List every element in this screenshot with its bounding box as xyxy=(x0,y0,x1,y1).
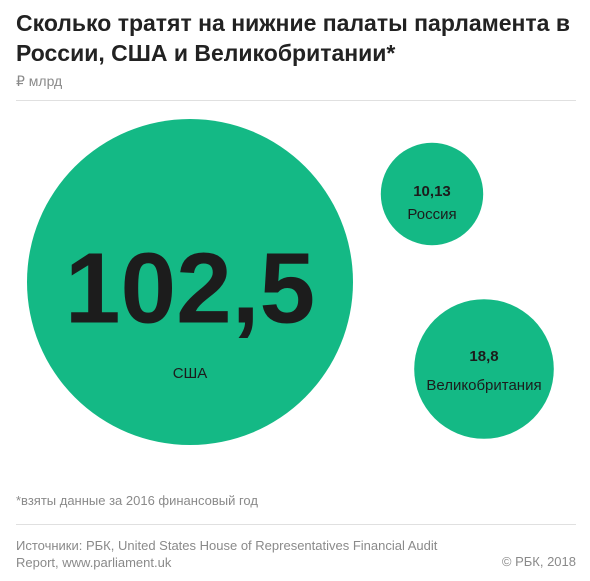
bubble-великобритания xyxy=(414,299,554,439)
chart-title: Сколько тратят на нижние палаты парламен… xyxy=(16,10,570,66)
bottom-divider xyxy=(16,524,576,525)
sources-text: Источники: РБК, United States House of R… xyxy=(16,538,438,570)
bubble-chart: 102,5 США 10,13 Россия 18,8 Великобритания xyxy=(27,119,554,445)
category-label-великобритания: Великобритания xyxy=(426,377,541,394)
value-label-россия: 10,13 xyxy=(413,183,451,200)
value-label-великобритания: 18,8 xyxy=(469,348,498,365)
copyright-text: © РБК, 2018 xyxy=(501,554,576,569)
footnote: *взяты данные за 2016 финансовый год xyxy=(16,493,258,508)
top-divider xyxy=(16,100,576,101)
category-label-сша: США xyxy=(173,365,208,382)
bubble-россия xyxy=(380,142,484,246)
bubble-сша xyxy=(27,119,353,445)
value-label-сша: 102,5 xyxy=(65,232,315,344)
category-label-россия: Россия xyxy=(407,206,456,223)
unit-label: ₽ млрд xyxy=(16,73,63,89)
